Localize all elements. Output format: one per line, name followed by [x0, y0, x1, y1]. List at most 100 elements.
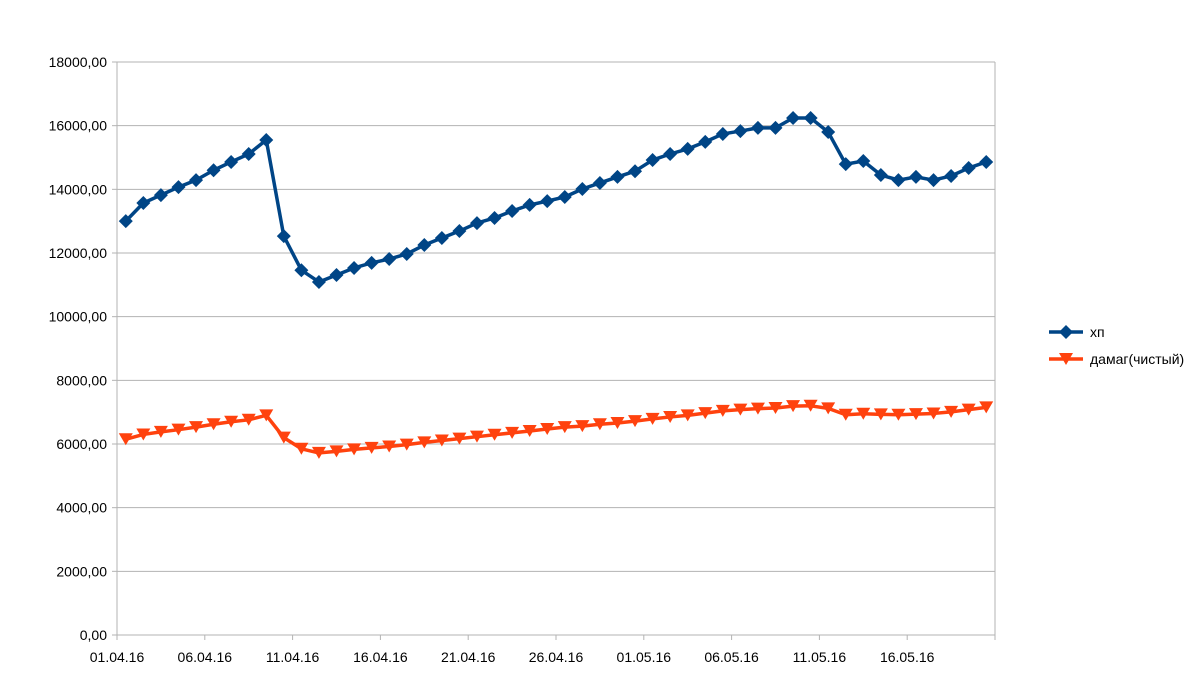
data-point: [908, 408, 923, 421]
data-point: [610, 169, 625, 184]
data-point: [891, 408, 906, 421]
y-tick-label: 0,00: [80, 627, 107, 643]
y-tick-label: 18000,00: [49, 54, 108, 70]
series-hp: [118, 111, 994, 289]
x-tick-label: 16.05.16: [880, 649, 935, 665]
y-tick-label: 10000,00: [49, 309, 108, 325]
data-point: [487, 210, 502, 225]
data-point: [224, 415, 239, 428]
legend: хп дамаг(чистый): [1049, 324, 1184, 367]
data-point: [680, 409, 695, 422]
legend-marker-icon: [1059, 325, 1073, 339]
data-point: [873, 408, 888, 421]
y-tick-label: 4000,00: [56, 500, 107, 516]
data-point: [540, 194, 555, 209]
data-point: [680, 141, 695, 156]
data-point: [750, 402, 765, 415]
data-point: [540, 423, 555, 436]
data-point: [557, 421, 572, 434]
data-point: [856, 407, 871, 420]
data-point: [926, 407, 941, 420]
data-point: [628, 164, 643, 179]
data-point: [575, 420, 590, 433]
data-point: [329, 445, 344, 458]
data-point: [768, 120, 783, 135]
data-point: [118, 214, 133, 229]
x-tick-label: 01.04.16: [90, 649, 145, 665]
data-point: [259, 132, 274, 147]
data-point: [768, 402, 783, 415]
x-tick-label: 26.04.16: [529, 649, 584, 665]
x-tick-label: 11.04.16: [266, 649, 320, 665]
data-point: [241, 146, 256, 161]
data-point: [821, 125, 836, 140]
data-point: [575, 182, 590, 197]
x-tick-label: 06.04.16: [178, 649, 233, 665]
data-point: [856, 154, 871, 169]
data-point: [171, 423, 186, 436]
y-tick-label: 6000,00: [56, 436, 107, 452]
data-point: [715, 126, 730, 141]
data-point: [224, 154, 239, 169]
data-point: [838, 408, 853, 421]
data-point: [803, 111, 818, 126]
data-point: [118, 433, 133, 446]
data-point: [663, 146, 678, 161]
data-point: [276, 431, 291, 444]
data-point: [417, 238, 432, 253]
data-point: [979, 154, 994, 169]
data-point: [733, 124, 748, 139]
y-tick-label: 16000,00: [49, 118, 108, 134]
data-point: [399, 438, 414, 451]
series-damage: [118, 399, 994, 459]
data-point: [698, 407, 713, 420]
data-point: [891, 173, 906, 188]
data-point: [136, 428, 151, 441]
data-point: [136, 196, 151, 211]
x-tick-label: 06.05.16: [704, 649, 759, 665]
data-point: [452, 432, 467, 445]
x-axis-ticks: 01.04.16 06.04.16 11.04.16 16.04.16 21.04.16…: [90, 635, 996, 665]
data-point: [592, 175, 607, 190]
data-point: [294, 442, 309, 455]
gridlines: [116, 61, 996, 640]
data-point: [698, 134, 713, 149]
data-point: [944, 168, 959, 183]
data-point: [926, 173, 941, 188]
x-tick-label: 21.04.16: [441, 649, 496, 665]
legend-label: дамаг(чистый): [1090, 351, 1184, 367]
data-point: [434, 434, 449, 447]
data-point: [663, 410, 678, 423]
data-point: [382, 252, 397, 267]
data-point: [311, 274, 326, 289]
data-point: [364, 255, 379, 270]
y-tick-label: 2000,00: [56, 563, 107, 579]
data-point: [189, 421, 204, 434]
data-point: [786, 111, 801, 126]
data-point: [803, 399, 818, 412]
data-point: [715, 404, 730, 417]
data-point: [610, 416, 625, 429]
data-point: [908, 169, 923, 184]
data-point: [873, 168, 888, 183]
data-point: [311, 446, 326, 459]
data-point: [364, 441, 379, 454]
data-point: [259, 409, 274, 422]
data-point: [522, 424, 537, 437]
series-line: [124, 116, 987, 284]
data-point: [645, 412, 660, 425]
data-point: [241, 413, 256, 426]
data-point: [171, 180, 186, 195]
data-point: [382, 440, 397, 453]
y-axis-ticks: 0,00 2000,00 4000,00 6000,00 8000,00 10000,00…: [49, 54, 117, 643]
data-point: [347, 443, 362, 456]
x-tick-label: 01.05.16: [617, 649, 672, 665]
legend-marker-icon: [1059, 353, 1073, 365]
y-tick-label: 12000,00: [49, 245, 108, 261]
data-point: [522, 197, 537, 212]
x-tick-label: 16.04.16: [353, 649, 408, 665]
data-point: [153, 425, 168, 438]
data-point: [821, 402, 836, 415]
data-point: [417, 436, 432, 449]
